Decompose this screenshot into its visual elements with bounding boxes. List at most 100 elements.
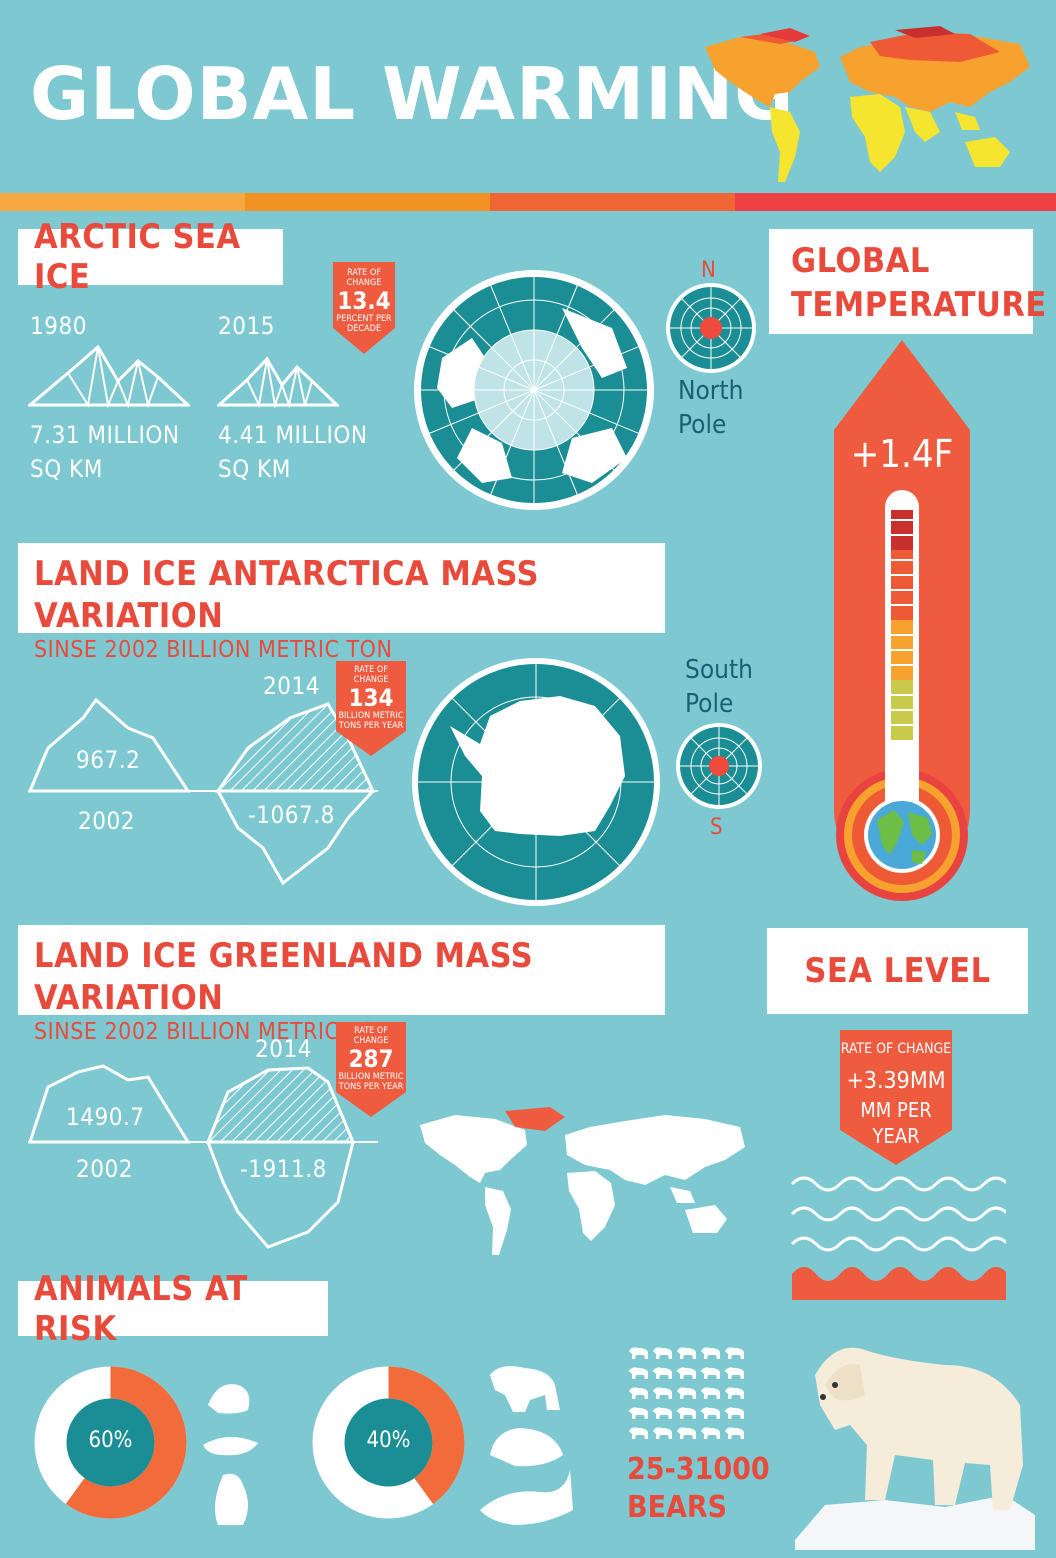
temperature-heading-line1: GLOBAL <box>791 241 930 281</box>
arctic-rate-value: 13.4 <box>337 287 391 315</box>
bears-label: BEARS <box>627 1490 728 1525</box>
color-stripe-1 <box>0 193 245 211</box>
bear-icon <box>629 1407 648 1419</box>
arctic-value-a-line2: SQ KM <box>30 455 103 483</box>
donut-chart-b: 40% <box>311 1365 466 1520</box>
animals-heading-card: ANIMALS AT RISK <box>18 1269 328 1349</box>
sea-level-unit-line2: YEAR <box>872 1124 920 1148</box>
north-pole-line1: North <box>678 376 744 406</box>
temperature-value: +1.4F <box>850 432 954 476</box>
antarctica-rate-unit: BILLION METRIC TONS PER YEAR <box>338 711 404 731</box>
greenland-heading-card: LAND ICE GREENLAND MASS VARIATION SINSE … <box>18 925 665 1045</box>
south-letter: S <box>710 815 723 840</box>
bear-icon <box>653 1427 672 1439</box>
arctic-globe <box>414 270 654 510</box>
bear-icon <box>725 1347 744 1359</box>
greenland-iceberg-icon <box>28 1064 378 1249</box>
bear-icon <box>677 1407 696 1419</box>
bear-icon <box>629 1427 648 1439</box>
donut-a-label: 60% <box>88 1428 133 1453</box>
bear-icon <box>653 1407 672 1419</box>
animals-heading: ANIMALS AT RISK <box>34 1268 248 1349</box>
antarctica-year-start: 2002 <box>78 807 135 835</box>
donut-chart-a: 60% <box>33 1365 188 1520</box>
color-stripe-2 <box>245 193 490 211</box>
temperature-heading-line2: TEMPERATURE <box>791 285 1047 325</box>
donut-b-arc <box>312 1366 465 1519</box>
bear-icon <box>725 1387 744 1399</box>
south-pole-line1: South <box>685 655 753 685</box>
bear-icon <box>629 1367 648 1379</box>
arctic-rate-label: RATE OF CHANGE <box>346 268 382 288</box>
color-stripe-4 <box>735 193 1056 211</box>
antarctica-heading: LAND ICE ANTARCTICA MASS VARIATION <box>34 554 539 636</box>
antarctica-iceberg-icon <box>28 698 378 886</box>
donut-b-label: 40% <box>366 1428 411 1453</box>
bear-icon <box>653 1347 672 1359</box>
greenland-year-end: 2014 <box>255 1035 312 1063</box>
south-compass-icon <box>676 723 762 809</box>
antarctica-rate-value: 134 <box>348 684 394 712</box>
bears-count: 25-31000 <box>627 1452 770 1487</box>
bear-icon <box>629 1347 648 1359</box>
seal-icons <box>203 1384 258 1525</box>
bear-icon <box>677 1427 696 1439</box>
bear-icon <box>701 1387 720 1399</box>
arctic-year-a: 1980 <box>30 312 87 340</box>
bear-icon <box>725 1367 744 1379</box>
arctic-heading: ARCTIC SEA ICE <box>34 217 241 297</box>
antarctica-rate-label: RATE OF CHANGE <box>353 665 389 685</box>
sea-level-arrow <box>840 1030 952 1165</box>
greenland-rate-label: RATE OF CHANGE <box>353 1026 389 1046</box>
greenland-rate-value: 287 <box>348 1045 394 1073</box>
bear-icon <box>677 1367 696 1379</box>
north-letter: N <box>701 258 716 283</box>
arctic-value-a-line1: 7.31 MILLION <box>30 421 180 449</box>
sea-level-heading-card: SEA LEVEL <box>767 928 1028 1014</box>
world-map-greenland-icon <box>420 1107 745 1255</box>
bear-icon <box>725 1407 744 1419</box>
bear-icon <box>629 1387 648 1399</box>
sea-waves-icon <box>790 1176 1006 1300</box>
greenland-subheading: SINSE 2002 BILLION METRIC TON <box>34 1019 393 1045</box>
color-stripe-3 <box>490 193 735 211</box>
polar-bear-illustration <box>795 1347 1035 1550</box>
sea-level-value: +3.39MM <box>846 1068 946 1094</box>
world-heat-map <box>705 26 1030 182</box>
sea-level-unit-line1: MM PER <box>860 1098 932 1122</box>
iceberg-1980-icon <box>28 344 190 408</box>
arctic-year-b: 2015 <box>218 312 275 340</box>
bear-icon <box>677 1347 696 1359</box>
south-pole-line2: Pole <box>685 689 734 719</box>
donut-a-arc <box>34 1366 187 1519</box>
greenland-value-end: -1911.8 <box>240 1155 327 1183</box>
arctic-heading-card: ARCTIC SEA ICE <box>18 217 283 297</box>
thermometer-arrow <box>834 340 970 901</box>
north-pole-line2: Pole <box>678 410 727 440</box>
antarctica-globe <box>412 658 660 906</box>
antarctica-subheading: SINSE 2002 BILLION METRIC TON <box>34 637 393 663</box>
arctic-animal-icons <box>480 1366 573 1525</box>
bear-icon <box>701 1367 720 1379</box>
bear-icon <box>725 1427 744 1439</box>
greenland-rate-unit: BILLION METRIC TONS PER YEAR <box>338 1072 404 1092</box>
antarctica-value-end: -1067.8 <box>248 801 335 829</box>
arctic-value-b-line1: 4.41 MILLION <box>218 421 368 449</box>
temperature-heading-card: GLOBAL TEMPERATURE <box>769 229 1047 334</box>
bear-icon <box>701 1407 720 1419</box>
antarctica-year-end: 2014 <box>263 672 320 700</box>
page-title: GLOBAL WARMING <box>30 52 795 136</box>
antarctica-heading-card: LAND ICE ANTARCTICA MASS VARIATION SINSE… <box>18 543 665 663</box>
bear-population-icons <box>629 1347 744 1439</box>
bear-icon <box>653 1387 672 1399</box>
antarctica-value-start: 967.2 <box>76 746 141 774</box>
arctic-rate-unit: PERCENT PER DECADE <box>336 314 392 334</box>
greenland-heading: LAND ICE GREENLAND MASS VARIATION <box>34 936 534 1018</box>
iceberg-2015-icon <box>217 356 339 408</box>
bear-icon <box>701 1347 720 1359</box>
sea-level-heading: SEA LEVEL <box>804 951 991 991</box>
bear-icon <box>677 1387 696 1399</box>
arctic-value-b-line2: SQ KM <box>218 455 291 483</box>
sea-level-rate-label: RATE OF CHANGE <box>840 1041 952 1057</box>
bear-icon <box>653 1367 672 1379</box>
